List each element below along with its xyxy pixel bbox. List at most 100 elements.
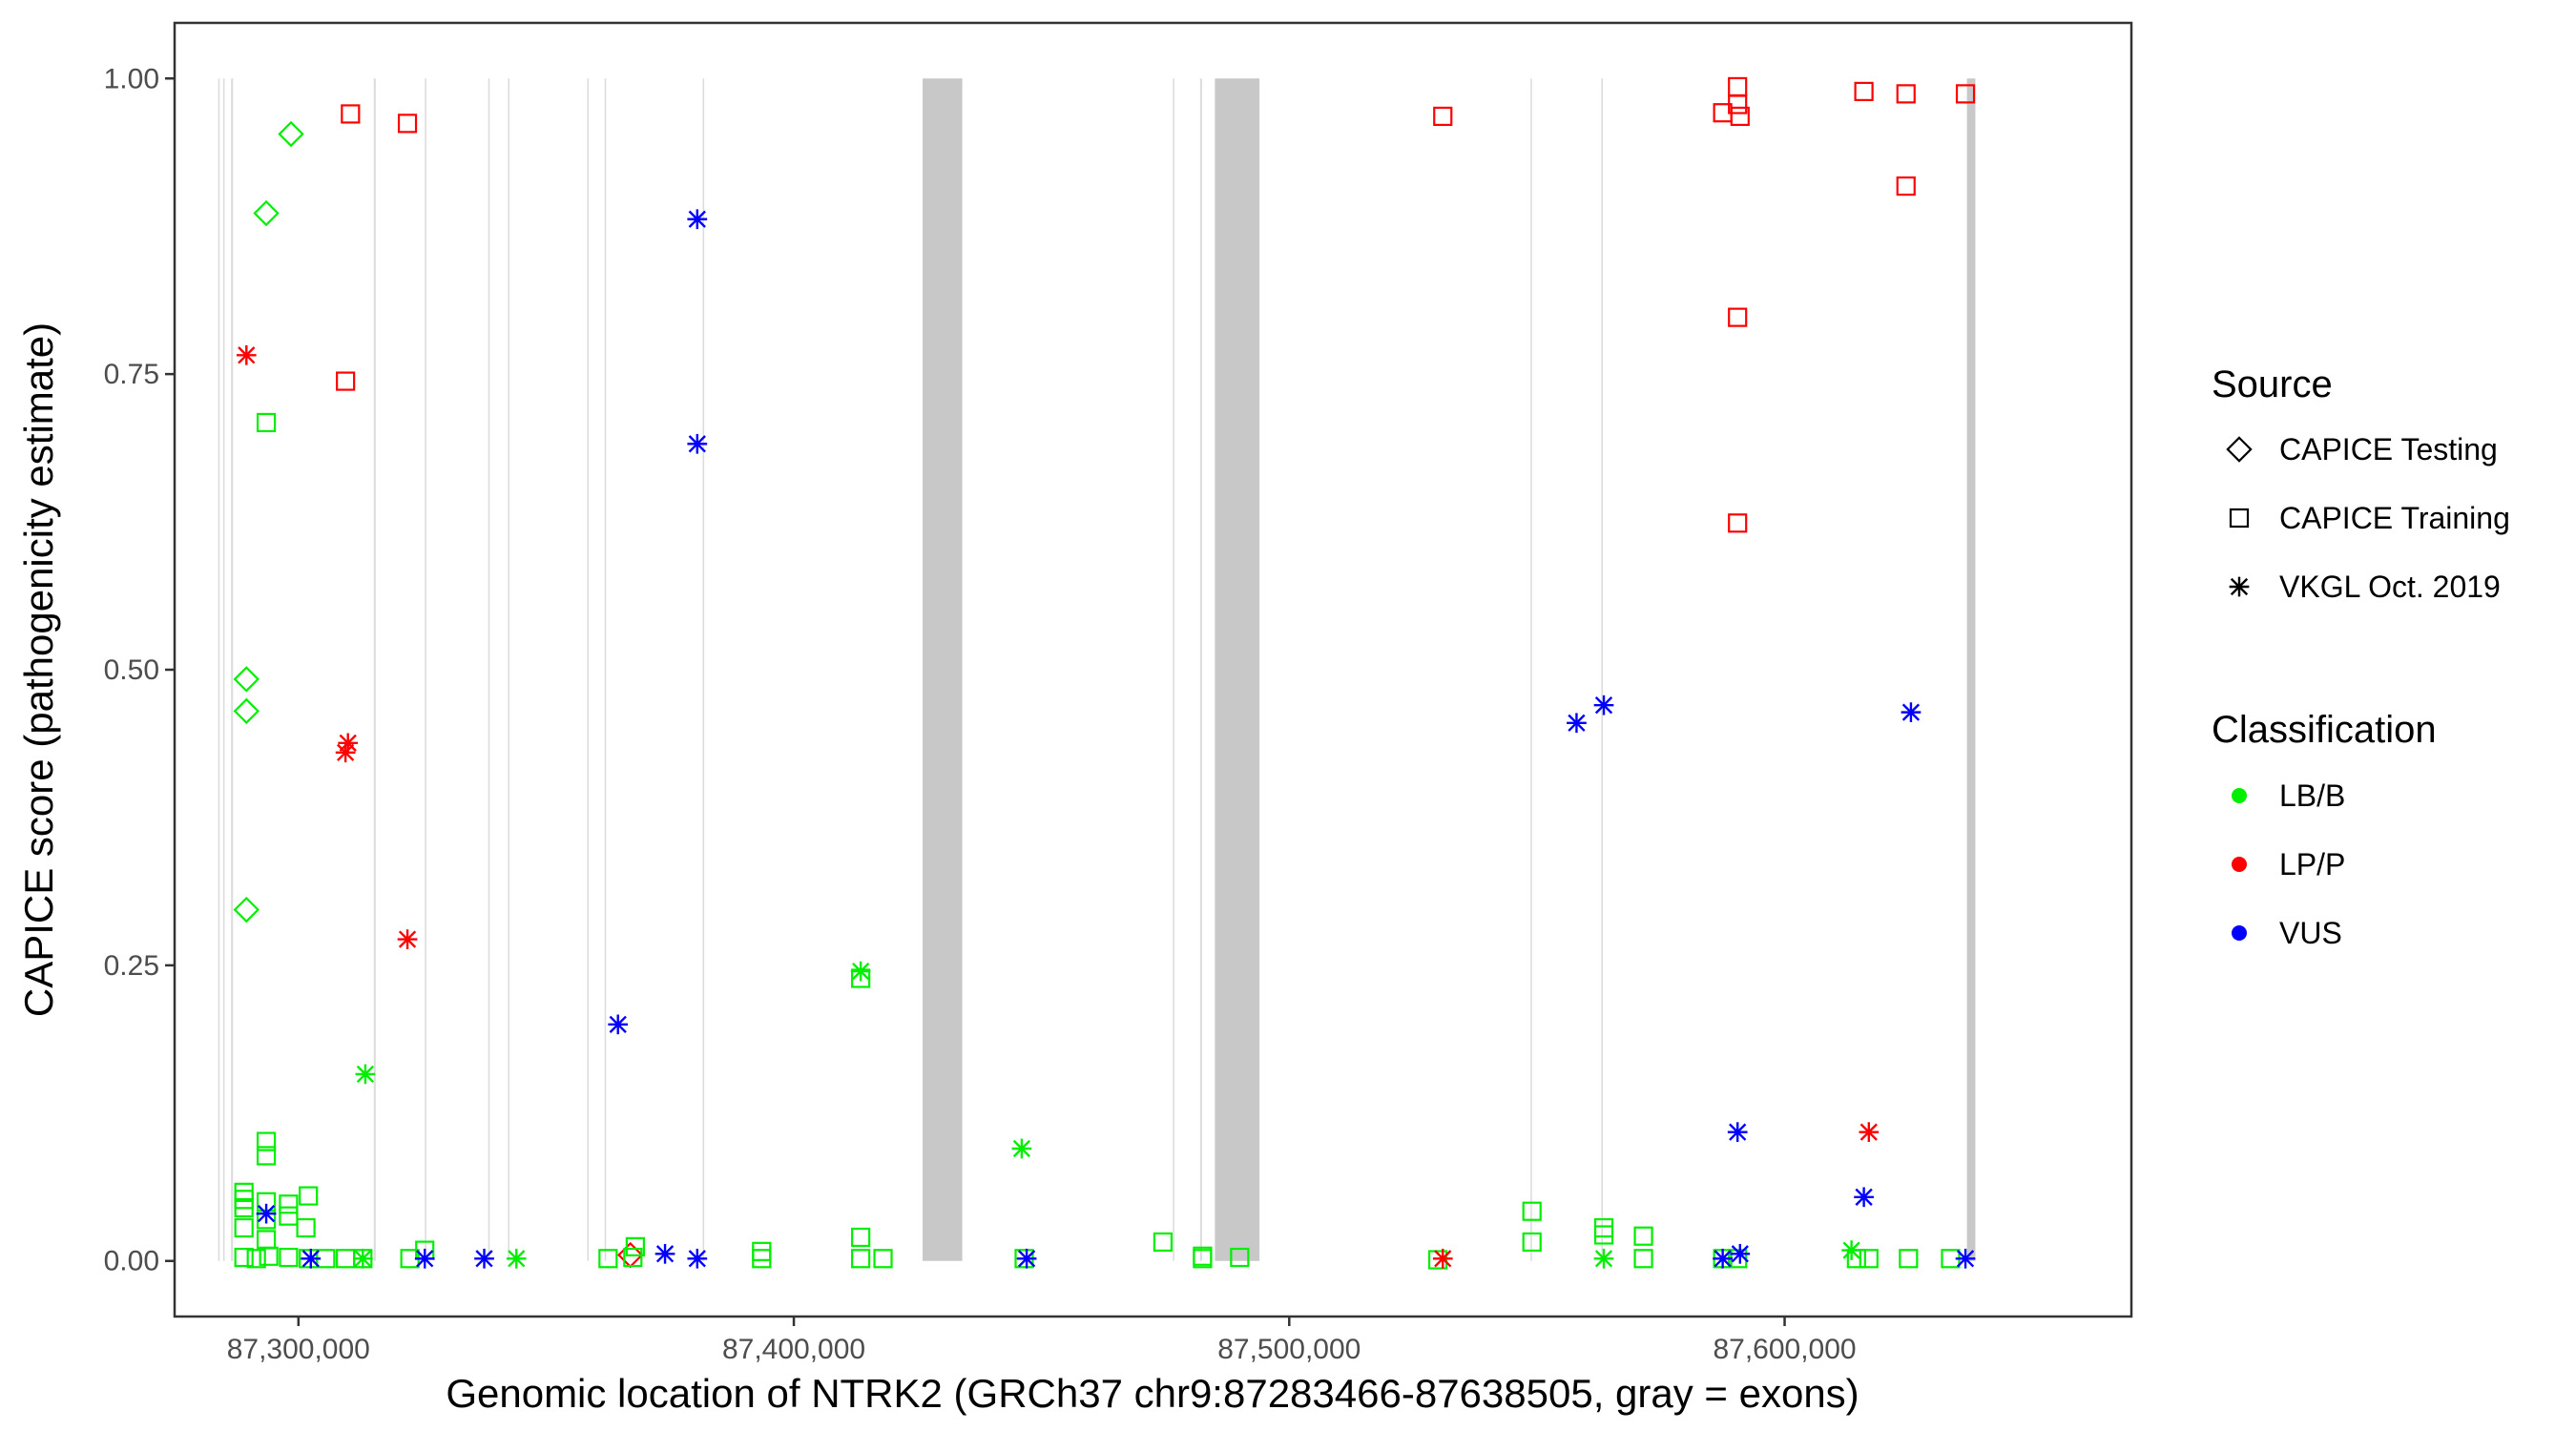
legend-key-diamond xyxy=(2226,436,2253,463)
data-point xyxy=(355,1064,376,1085)
data-point xyxy=(1955,1248,1976,1269)
y-tick-label: 0.00 xyxy=(104,1246,159,1277)
legend-key-asterisk xyxy=(2229,576,2250,597)
x-tick-label: 87,300,000 xyxy=(227,1334,370,1365)
data-point xyxy=(687,209,708,230)
data-point xyxy=(1899,1249,1919,1269)
data-points xyxy=(233,76,1976,1270)
exon-band xyxy=(923,78,963,1261)
data-point xyxy=(1730,1243,1751,1264)
source-legend-item: CAPICE Testing xyxy=(2226,432,2498,467)
data-point xyxy=(1427,1250,1448,1270)
data-point xyxy=(336,371,356,391)
exon-band xyxy=(1173,78,1174,1261)
data-point xyxy=(233,896,260,923)
data-point xyxy=(246,1249,266,1269)
exon-band xyxy=(508,78,510,1261)
data-point xyxy=(1728,307,1748,327)
source-legend-title: Source xyxy=(2212,363,2333,405)
data-point xyxy=(279,1206,299,1226)
data-point xyxy=(625,1236,645,1256)
data-point xyxy=(278,120,304,148)
y-tick-label: 0.25 xyxy=(104,950,159,982)
exon-band xyxy=(1199,78,1202,1261)
data-point xyxy=(1153,1232,1173,1253)
legend-color-dot xyxy=(2232,925,2247,941)
classification-legend-item: LP/P xyxy=(2232,847,2345,881)
data-point xyxy=(352,1248,373,1269)
data-point xyxy=(1522,1201,1542,1221)
y-tick-label: 0.50 xyxy=(104,654,159,686)
data-point xyxy=(598,1249,618,1269)
classification-legend-title: Classification xyxy=(2212,709,2437,751)
source-legend-item: VKGL Oct. 2019 xyxy=(2229,570,2501,604)
data-point xyxy=(256,1203,277,1224)
data-point xyxy=(1730,106,1750,127)
data-point xyxy=(1193,1249,1213,1269)
exon-band xyxy=(702,78,705,1261)
x-tick-label: 87,400,000 xyxy=(722,1334,865,1365)
data-point xyxy=(1859,1122,1880,1142)
data-point xyxy=(1728,513,1748,533)
data-point xyxy=(259,1246,279,1266)
data-point xyxy=(296,1217,316,1238)
y-tick-label: 0.75 xyxy=(104,359,159,390)
data-point xyxy=(279,1194,299,1214)
legend-color-dot xyxy=(2232,857,2247,872)
data-point xyxy=(687,433,708,454)
source-legend-items: CAPICE Testing CAPICE Training VKGL Oct. 2… xyxy=(2226,432,2510,604)
data-point xyxy=(1896,84,1916,104)
data-point xyxy=(1011,1138,1032,1159)
x-axis-title: Genomic location of NTRK2 (GRCh37 chr9:8… xyxy=(446,1371,1859,1416)
legend: Source Classification CAPICE TestingCAPI… xyxy=(2212,363,2510,950)
data-point xyxy=(301,1248,322,1269)
exon-band xyxy=(587,78,590,1261)
data-point xyxy=(1859,1249,1879,1269)
data-point xyxy=(256,412,277,433)
exon-band xyxy=(1966,78,1976,1261)
classification-legend-items: LB/B LP/P VUS xyxy=(2232,778,2345,950)
x-tick-label: 87,500,000 xyxy=(1217,1334,1361,1365)
data-point xyxy=(1854,1187,1874,1208)
exon-bands xyxy=(218,78,1976,1261)
y-axis-title: CAPICE score (pathogenicity estimate) xyxy=(16,322,61,1017)
data-point xyxy=(256,1146,277,1166)
data-point xyxy=(1955,84,1976,104)
exon-band xyxy=(231,78,234,1261)
source-legend-item: CAPICE Training xyxy=(2229,501,2510,535)
data-point xyxy=(234,1247,254,1268)
axes: 0.00 0.25 0.50 0.75 1.00 87,300,000 87,400,000… xyxy=(104,63,1857,1365)
data-point xyxy=(873,1249,893,1269)
exon-band xyxy=(218,78,220,1261)
data-point xyxy=(1593,1225,1614,1245)
classification-legend-item: LB/B xyxy=(2232,778,2345,813)
data-point xyxy=(1854,81,1874,101)
classification-legend-label: LB/B xyxy=(2279,778,2345,813)
data-point xyxy=(335,742,356,763)
exon-band xyxy=(604,78,607,1261)
data-point xyxy=(623,1247,643,1268)
data-point xyxy=(851,1227,871,1248)
data-point xyxy=(1713,1248,1733,1269)
y-tick-label: 1.00 xyxy=(104,63,159,94)
classification-legend-label: LP/P xyxy=(2279,847,2345,881)
source-legend-label: CAPICE Training xyxy=(2279,501,2510,535)
data-point xyxy=(1901,702,1922,722)
data-point xyxy=(608,1014,629,1035)
exon-band xyxy=(425,78,426,1261)
exon-band xyxy=(1215,78,1260,1261)
data-point xyxy=(654,1243,675,1264)
data-point xyxy=(236,344,257,365)
data-point xyxy=(1841,1240,1861,1260)
legend-key-square xyxy=(2229,508,2250,529)
data-point xyxy=(687,1248,708,1269)
data-point xyxy=(1433,106,1453,127)
data-point xyxy=(414,1248,435,1269)
data-point xyxy=(279,1247,299,1268)
data-point xyxy=(1728,94,1748,114)
source-legend-label: VKGL Oct. 2019 xyxy=(2279,570,2501,604)
data-point xyxy=(1633,1249,1653,1269)
classification-legend-item: VUS xyxy=(2232,916,2342,950)
